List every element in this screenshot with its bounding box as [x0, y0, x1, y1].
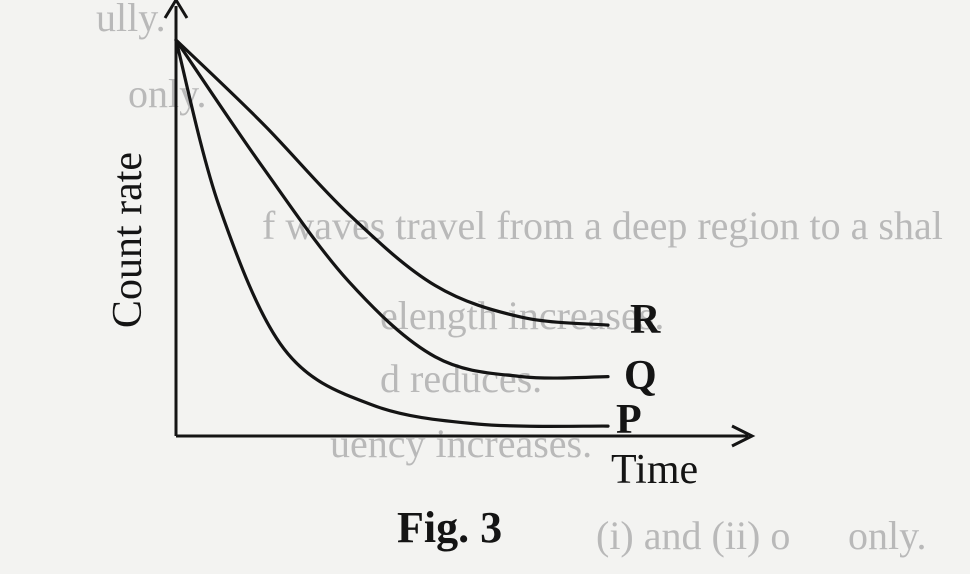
y-axis-label: Count rate	[105, 151, 151, 329]
series-label-q: Q	[624, 353, 657, 399]
figure-caption: Fig. 3	[397, 503, 503, 552]
y-axis-arrow	[163, 0, 189, 19]
x-axis-label: Time	[611, 447, 699, 493]
series-label-r: R	[630, 297, 661, 343]
bleed-text-5: d reduces.	[380, 356, 543, 401]
x-axis-arrow	[731, 424, 756, 448]
series-line-r	[174, 38, 610, 327]
bleed-text-7: only.	[848, 513, 927, 558]
bleed-text-8: (i) and (ii) o	[596, 513, 791, 558]
series-label-p: P	[616, 397, 642, 443]
chart-axes	[163, 0, 756, 448]
bleed-text-6: uency increases.	[330, 421, 593, 466]
series-line-q	[174, 38, 610, 380]
series-line-p	[174, 38, 610, 428]
chart-curves	[174, 38, 610, 428]
bleed-text-4: elength increases.	[380, 293, 665, 338]
bleed-text-1: ully.	[96, 0, 166, 40]
